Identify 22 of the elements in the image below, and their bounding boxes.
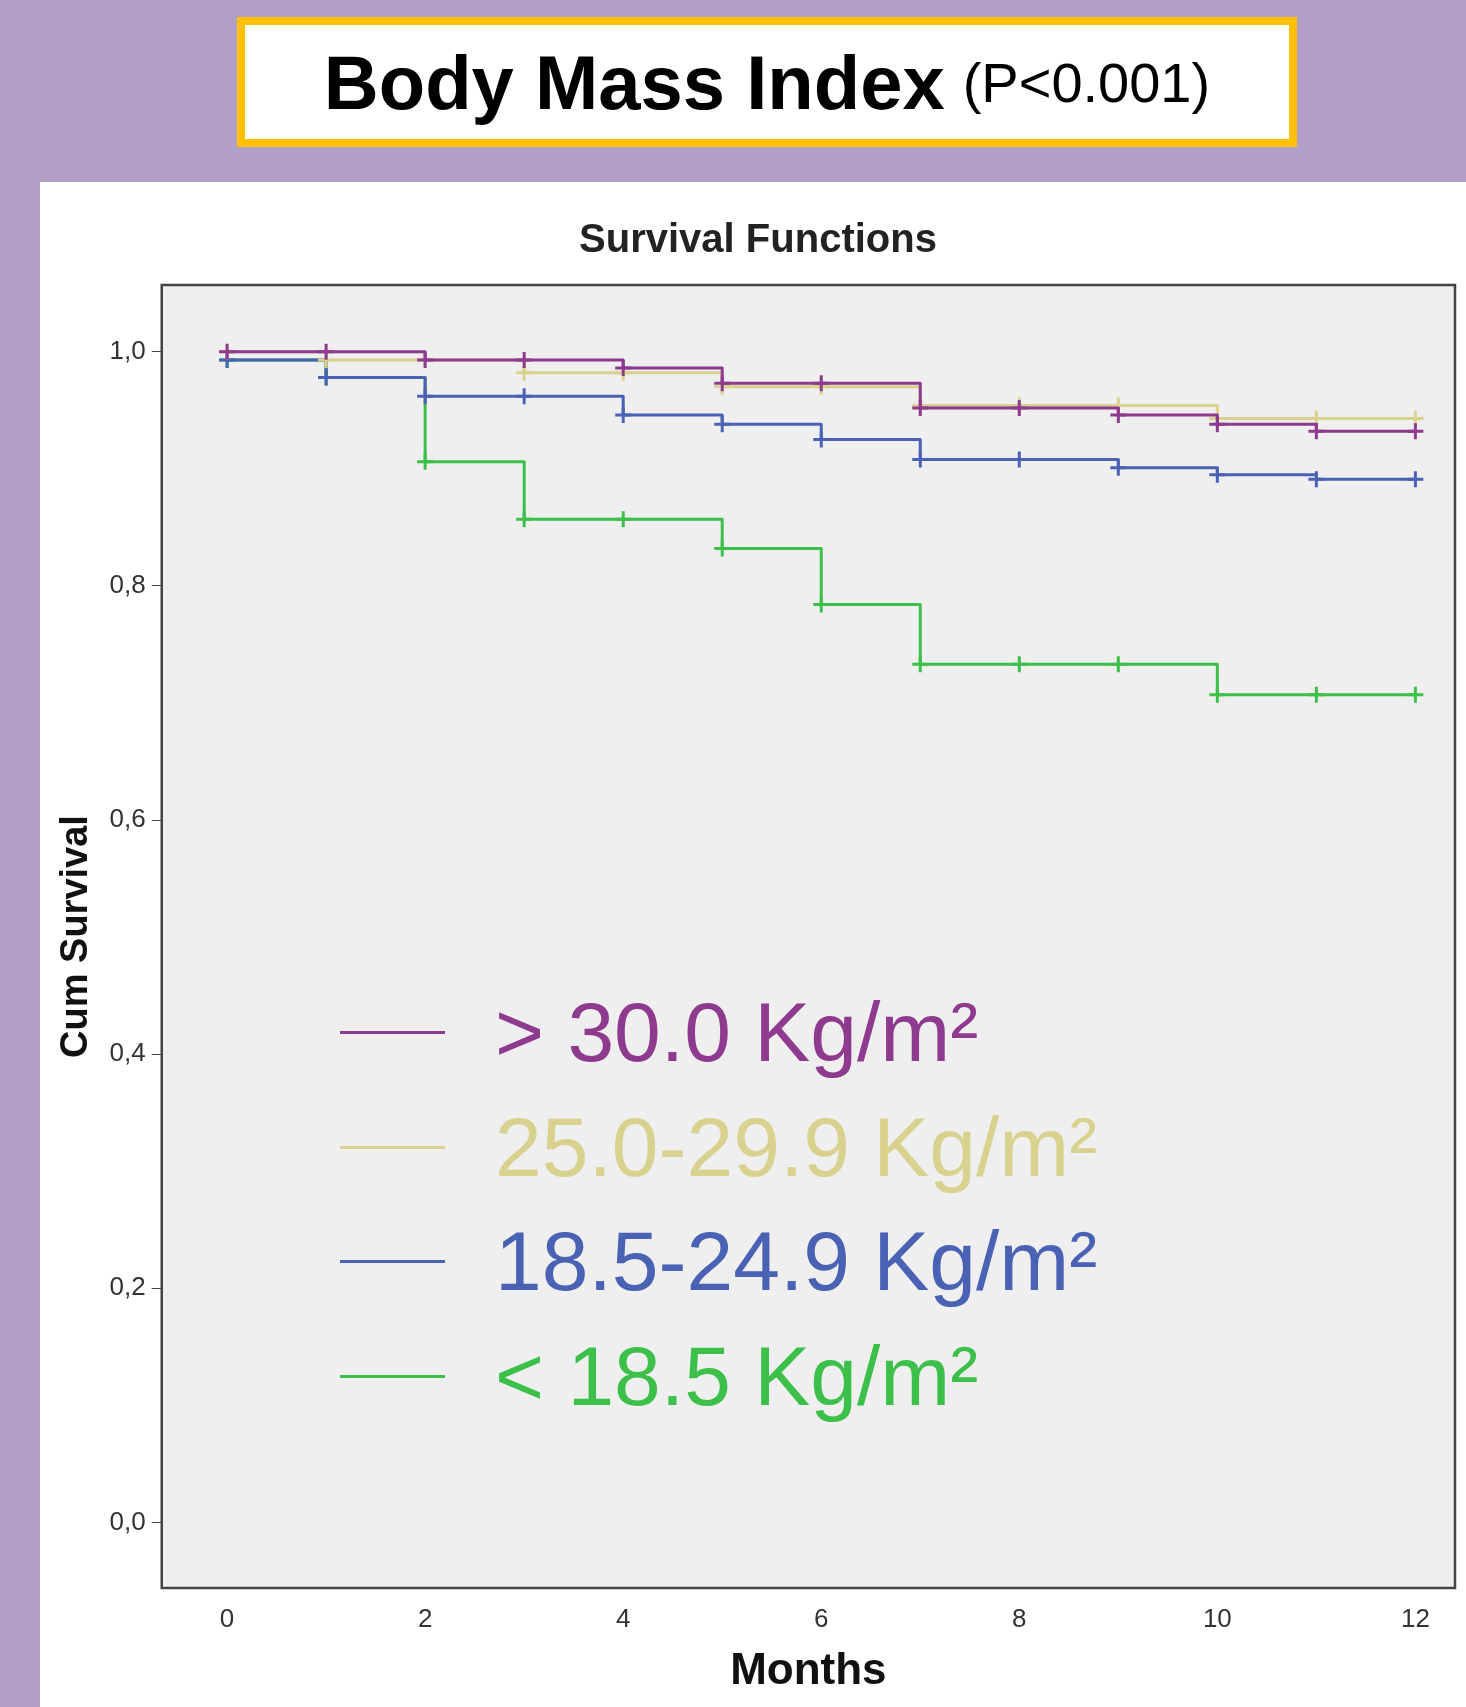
text: Survival Functions [579, 216, 937, 261]
x-tick-label: 6 [814, 1602, 829, 1633]
x-tick-label: 8 [1012, 1602, 1027, 1633]
x-tick-label: 4 [615, 1602, 631, 1633]
chart-title: Body Mass Index [323, 38, 945, 126]
chart-subtitle: (P<0.001) [962, 49, 1211, 115]
legend-label: < 18.5 Kg/m² [495, 1328, 979, 1426]
x-tick-label: 0 [219, 1602, 235, 1633]
legend-label: > 30.0 Kg/m² [495, 983, 979, 1081]
legend-label: 18.5-24.9 Kg/m² [495, 1213, 1098, 1311]
x-tick-label: 2 [417, 1602, 433, 1633]
y-axis-title: Cum Survival [53, 815, 96, 1058]
x-axis-title: Months [730, 1643, 887, 1693]
y-tick-label: 0,6 [109, 803, 146, 834]
y-tick-label: 0,0 [109, 1505, 146, 1536]
y-tick-label: 0,4 [109, 1037, 146, 1068]
y-tick-label: 0,8 [109, 569, 146, 600]
x-tick-label: 10 [1202, 1602, 1232, 1633]
x-tick-label: 12 [1400, 1602, 1430, 1633]
y-tick-label: 1,0 [109, 334, 146, 365]
y-tick-label: 0,2 [109, 1271, 146, 1302]
legend-label: 25.0-29.9 Kg/m² [495, 1098, 1098, 1196]
